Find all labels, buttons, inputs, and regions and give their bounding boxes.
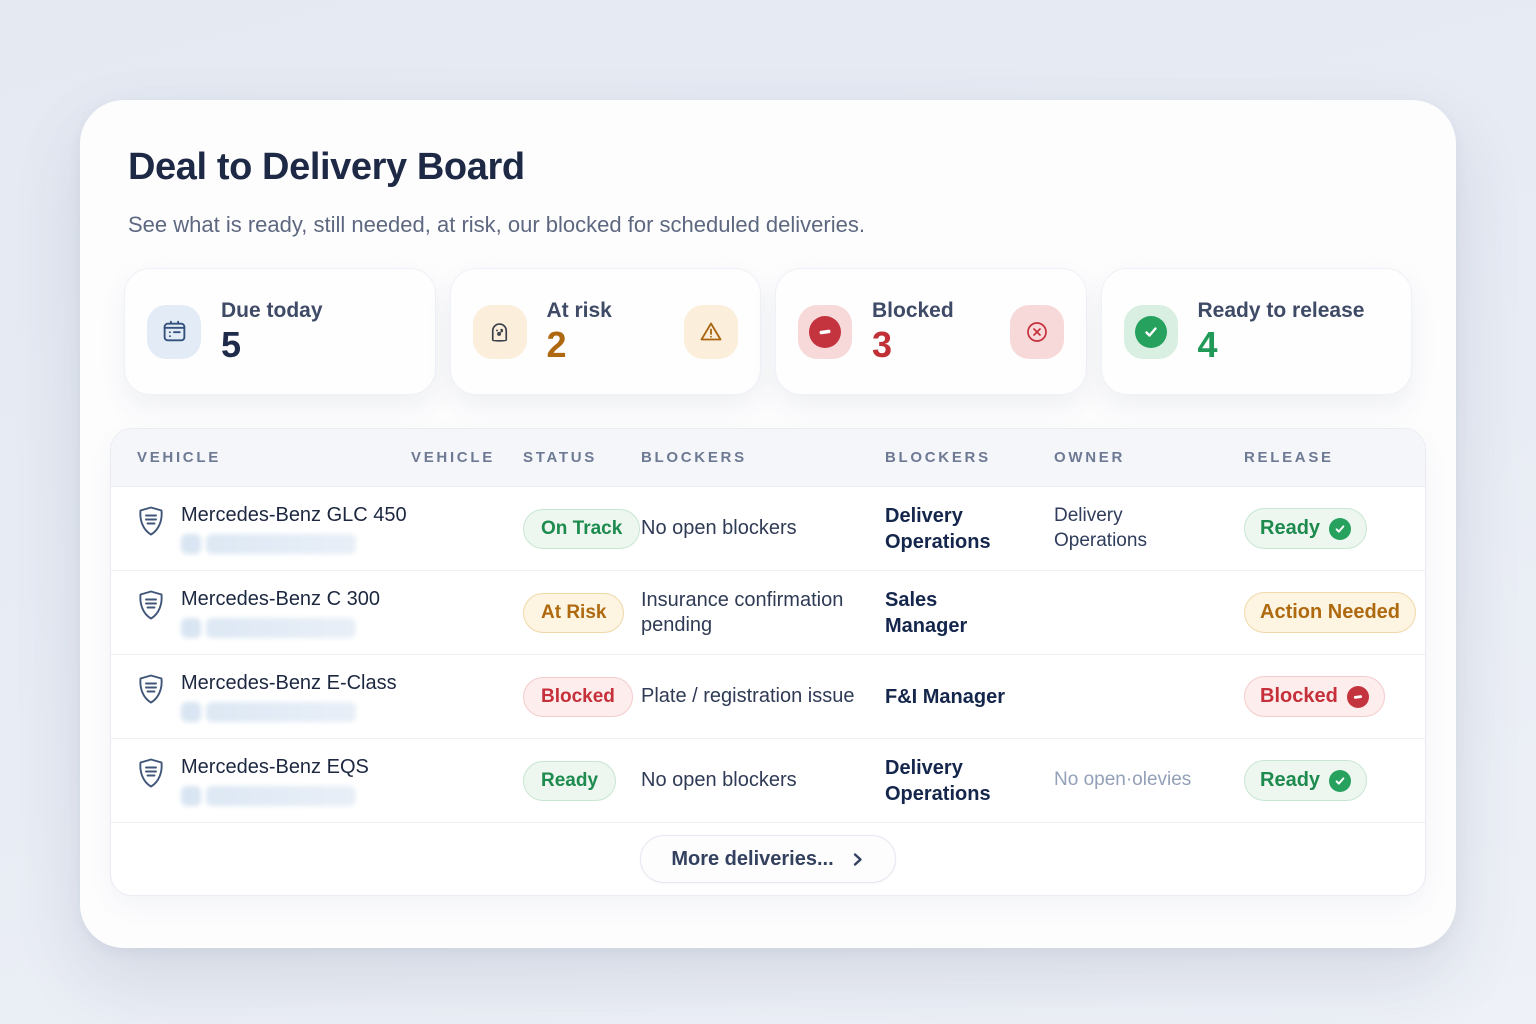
more-deliveries-label: More deliveries... [671, 847, 834, 870]
status-badge: At Risk [523, 592, 625, 633]
release-label: Action Needed [1260, 601, 1401, 623]
blockers-owner-text: Delivery Operations [885, 504, 991, 553]
deliveries-table: VEHICLE VEHICLE STATUS BLOCKERS BLOCKERS… [110, 428, 1426, 896]
table-row[interactable]: Mercedes-Benz EQS Ready No open blockers… [111, 739, 1425, 823]
release-badge: Ready [1244, 508, 1368, 549]
table-row[interactable]: Mercedes-Benz GLC 450 On Track No open b… [111, 487, 1425, 571]
column-header-blockers-2: BLOCKERS [885, 449, 991, 466]
column-header-vehicle-2: VEHICLE [411, 449, 495, 466]
blockers-text: No open blockers [641, 517, 797, 539]
more-deliveries-button[interactable]: More deliveries... [640, 835, 896, 883]
release-label: Ready [1260, 769, 1321, 791]
release-label: Ready [1260, 517, 1321, 539]
stat-label: Ready to release [1197, 298, 1365, 322]
stat-card-at-risk: At risk 2 [449, 268, 761, 395]
stat-value: 5 [221, 323, 242, 365]
table-header-row: VEHICLE VEHICLE STATUS BLOCKERS BLOCKERS… [111, 429, 1425, 487]
column-header-vehicle: VEHICLE [137, 449, 221, 466]
vehicle-name: Mercedes-Benz GLC 450 [181, 503, 407, 526]
stat-card-blocked: Blocked 3 [775, 268, 1087, 395]
blockers-owner-text: Delivery Operations [885, 756, 991, 805]
stat-value: 4 [1197, 323, 1218, 365]
stat-card-ready-to-release: Ready to release 4 [1100, 268, 1412, 395]
blockers-owner-text: F&I Manager [885, 685, 1006, 708]
main-panel: Deal to Delivery Board See what is ready… [80, 100, 1456, 948]
vehicle-name: Mercedes-Benz E-Class [181, 671, 397, 694]
status-badge: Ready [523, 760, 617, 801]
shield-icon [137, 673, 165, 705]
vehicle-placeholder [181, 533, 407, 554]
blockers-text: Insurance confirmation pending [641, 588, 844, 636]
check-circle-icon [1123, 304, 1178, 359]
column-header-status: STATUS [523, 449, 597, 466]
shield-icon [137, 757, 165, 789]
vehicle-name: Mercedes-Benz C 300 [181, 587, 380, 610]
stat-value: 3 [872, 323, 893, 365]
release-check-icon [1329, 769, 1352, 792]
vehicle-name: Mercedes-Benz EQS [181, 755, 369, 778]
warning-triangle-icon [684, 304, 738, 359]
blockers-text: No open blockers [641, 769, 797, 791]
stat-label: Blocked [872, 298, 954, 322]
blockers-text: Plate / registration issue [641, 685, 855, 707]
column-header-owner: OWNER [1054, 449, 1125, 466]
stat-label: Due today [221, 298, 323, 322]
vehicle-placeholder [181, 617, 380, 638]
table-body: Mercedes-Benz GLC 450 On Track No open b… [111, 487, 1425, 823]
stat-label: At risk [546, 298, 612, 322]
table-row[interactable]: Mercedes-Benz E-Class Blocked Plate / re… [111, 655, 1425, 739]
vehicle-placeholder [181, 785, 369, 806]
chevron-right-icon [850, 852, 865, 867]
status-badge: On Track [523, 508, 641, 549]
owner-text: Delivery Operations [1054, 504, 1147, 551]
column-header-release: RELEASE [1244, 449, 1334, 466]
calendar-icon [147, 304, 201, 359]
blockers-owner-text: Sales Manager [885, 588, 968, 637]
column-header-blockers: BLOCKERS [641, 449, 747, 466]
release-badge: Blocked [1244, 676, 1385, 717]
release-label: Blocked [1260, 685, 1338, 707]
shield-icon [137, 589, 165, 621]
table-footer: More deliveries... [111, 823, 1425, 895]
table-row[interactable]: Mercedes-Benz C 300 At Risk Insurance co… [111, 571, 1425, 655]
release-badge: Action Needed [1244, 592, 1417, 633]
page-subtitle: See what is ready, still needed, at risk… [128, 212, 865, 237]
vehicle-placeholder [181, 701, 397, 722]
shield-icon [137, 505, 165, 537]
stat-card-due-today: Due today 5 [124, 268, 436, 395]
release-badge: Ready [1244, 760, 1368, 801]
ghost-face-icon [472, 304, 527, 359]
stat-value: 2 [546, 323, 567, 365]
release-check-icon [1329, 517, 1352, 540]
release-minus-icon [1346, 685, 1369, 708]
stats-row: Due today 5 At risk 2 [124, 268, 1412, 395]
status-badge: Blocked [523, 676, 633, 717]
x-circle-icon [1009, 304, 1064, 359]
page-title: Deal to Delivery Board [128, 146, 525, 188]
minus-circle-icon [798, 304, 852, 359]
owner-text: No open·olevies [1054, 769, 1192, 791]
